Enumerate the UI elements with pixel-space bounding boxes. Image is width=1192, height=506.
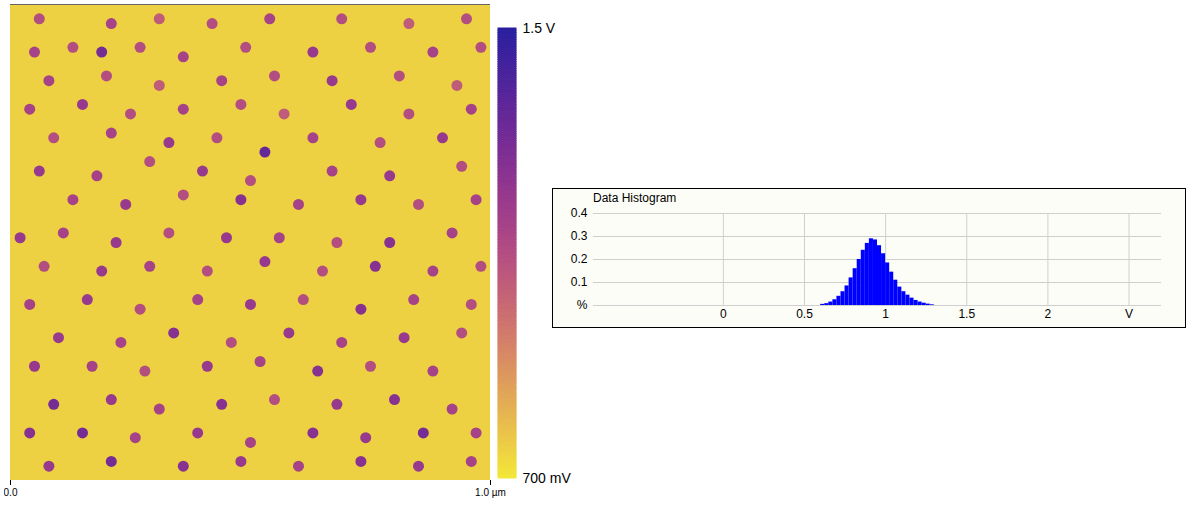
- svg-text:0.3: 0.3: [571, 229, 588, 243]
- svg-text:0.1: 0.1: [571, 275, 588, 289]
- svg-text:1.5 V: 1.5 V: [523, 20, 556, 36]
- svg-text:0.0: 0.0: [4, 487, 18, 498]
- svg-text:%: %: [577, 298, 588, 312]
- html-text:Data Histogram: Data Histogram: [593, 191, 677, 205]
- svg-text:1.5: 1.5: [958, 307, 975, 321]
- svg-text:0.5: 0.5: [796, 307, 813, 321]
- svg-text:700 mV: 700 mV: [523, 470, 572, 486]
- svg-text:0.4: 0.4: [571, 206, 588, 220]
- svg-text:0: 0: [720, 307, 727, 321]
- svg-text:2: 2: [1045, 307, 1052, 321]
- svg-text:1.0 µm: 1.0 µm: [475, 487, 506, 498]
- svg-text:0.2: 0.2: [571, 252, 588, 266]
- svg-text:1: 1: [882, 307, 889, 321]
- svg-text:V: V: [1125, 307, 1133, 321]
